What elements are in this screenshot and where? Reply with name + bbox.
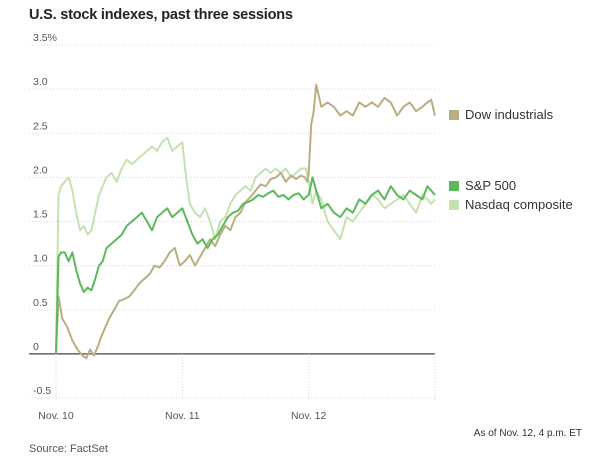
legend-label-0: Dow industrials bbox=[465, 107, 554, 122]
y-tick-label-4: 1.5 bbox=[33, 209, 48, 221]
as-of-note: As of Nov. 12, 4 p.m. ET bbox=[473, 428, 582, 439]
grid-lines bbox=[29, 44, 436, 400]
y-tick-label-0: 3.5% bbox=[33, 32, 57, 44]
legend: Dow industrials S&P 500 Nasdaq composite bbox=[449, 107, 573, 212]
chart-title: U.S. stock indexes, past three sessions bbox=[29, 7, 293, 23]
y-tick-label-7: 0 bbox=[33, 341, 39, 353]
legend-label-1: S&P 500 bbox=[465, 178, 516, 193]
series-line-dow-industrials bbox=[55, 83, 436, 360]
series-line-nasdaq-composite bbox=[55, 136, 436, 354]
y-tick-label-8: -0.5 bbox=[33, 385, 51, 397]
legend-swatch-1 bbox=[449, 181, 459, 191]
series-line-s-p-500 bbox=[55, 176, 436, 354]
x-tick-label-0: Nov. 10 bbox=[38, 410, 74, 422]
legend-swatch-0 bbox=[449, 110, 459, 120]
y-tick-label-5: 1.0 bbox=[33, 253, 48, 265]
source-note: Source: FactSet bbox=[29, 443, 108, 455]
y-axis-tick-labels: 3.5% 3.0 2.5 2.0 1.5 1.0 0.5 0 -0.5 bbox=[33, 32, 57, 397]
x-tick-label-1: Nov. 11 bbox=[165, 410, 200, 422]
y-tick-label-3: 2.0 bbox=[33, 164, 48, 176]
legend-label-2: Nasdaq composite bbox=[465, 197, 573, 212]
x-tick-label-2: Nov. 12 bbox=[291, 410, 327, 422]
y-tick-label-2: 2.5 bbox=[33, 120, 48, 132]
y-tick-label-6: 0.5 bbox=[33, 297, 48, 309]
legend-swatch-2 bbox=[449, 200, 459, 210]
series-lines bbox=[55, 83, 436, 360]
y-tick-label-1: 3.0 bbox=[33, 76, 48, 88]
x-axis-tick-labels: Nov. 10 Nov. 11 Nov. 12 bbox=[38, 410, 326, 422]
